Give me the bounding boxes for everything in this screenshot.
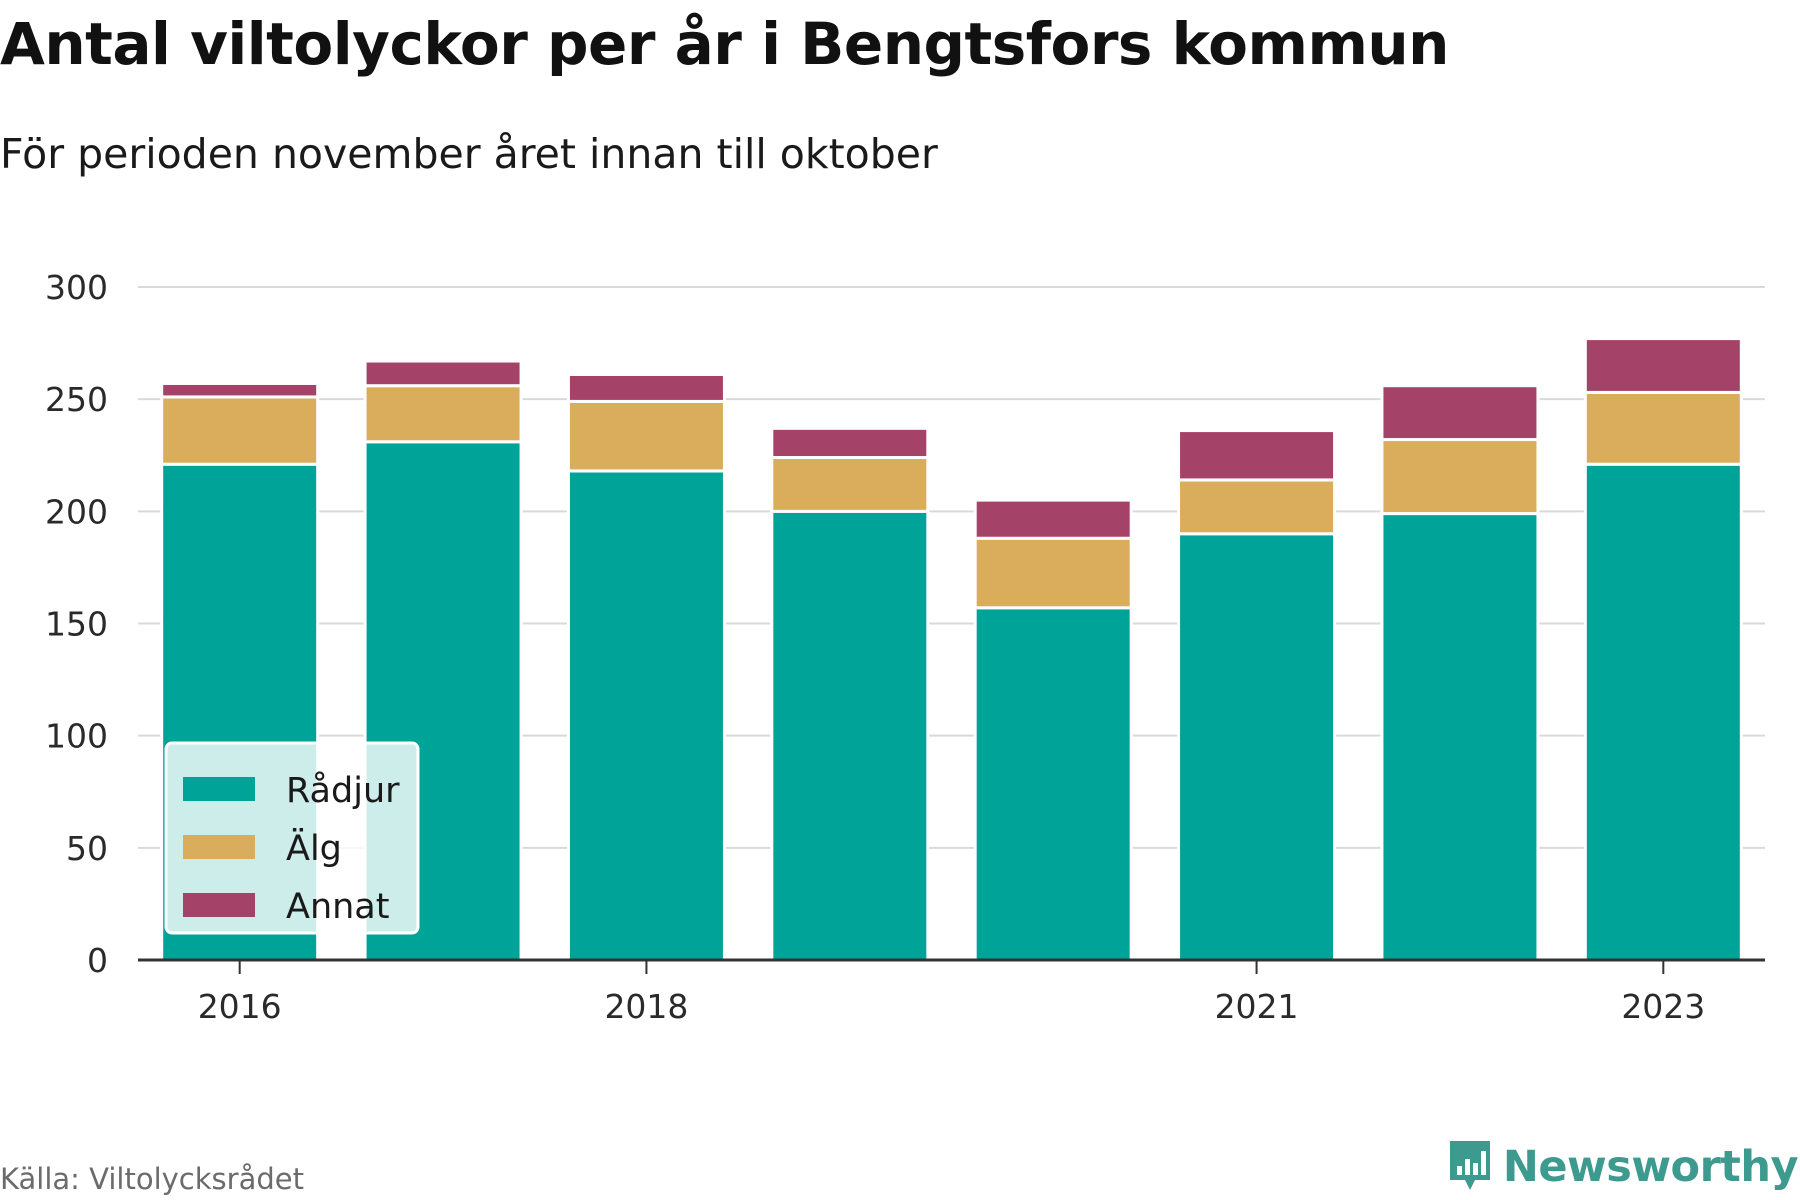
x-tick-label: 2018: [604, 987, 688, 1026]
bar-segment-annat: [1583, 337, 1743, 394]
y-tick-label: 50: [66, 829, 108, 868]
bar-segment-annat: [1177, 429, 1337, 482]
y-tick-label: 300: [45, 268, 108, 307]
bar-segment-älg: [1177, 478, 1337, 536]
legend-swatch-älg: [183, 835, 255, 859]
bar-segment-älg: [973, 536, 1133, 610]
bar-segment-älg: [566, 399, 726, 473]
y-tick-label: 100: [45, 717, 108, 756]
bar-segment-älg: [160, 395, 320, 466]
bar-segment-rådjur: [1380, 512, 1540, 962]
bar-segment-annat: [160, 381, 320, 399]
brand-name: Newsworthy: [1502, 1142, 1799, 1192]
bar-segment-annat: [973, 498, 1133, 540]
bar-segment-älg: [363, 384, 523, 444]
legend-swatch-annat: [183, 893, 255, 917]
legend-swatch-rådjur: [183, 777, 255, 801]
bar-segment-annat: [1380, 384, 1540, 442]
legend-label: Älg: [286, 827, 342, 869]
brand-logo: Newsworthy: [1447, 1138, 1799, 1196]
bar-segment-älg: [1380, 438, 1540, 516]
x-axis-ticks: 2016 2018 2021 2023: [198, 987, 1706, 1026]
x-tick-label: 2021: [1215, 987, 1299, 1026]
x-tick-label: 2016: [198, 987, 282, 1026]
bar-segment-älg: [1583, 390, 1743, 466]
bar-chart-icon: [1449, 1141, 1490, 1190]
bar-segment-annat: [770, 426, 930, 459]
x-tick-label: 2023: [1621, 987, 1705, 1026]
legend: Rådjur Älg Annat: [164, 741, 420, 935]
bar-segment-annat: [566, 372, 726, 403]
y-axis-ticks: 0 50 100 150 200 250 300: [45, 268, 108, 980]
bar-segment-rådjur: [566, 469, 726, 962]
bar-segment-rådjur: [973, 606, 1133, 962]
chart-title: Antal viltolyckor per år i Bengtsfors ko…: [0, 10, 1449, 78]
x-axis: [138, 958, 1765, 974]
bar-segment-rådjur: [770, 509, 930, 962]
legend-label: Annat: [286, 887, 389, 927]
y-tick-label: 0: [87, 941, 108, 980]
y-tick-label: 200: [45, 492, 108, 531]
source-note: Källa: Viltolycksrådet: [0, 1162, 304, 1196]
bar-segment-älg: [770, 455, 930, 513]
bar-segment-annat: [363, 359, 523, 388]
legend-label: Rådjur: [286, 770, 400, 811]
y-tick-label: 250: [45, 380, 108, 419]
bar-segment-rådjur: [1177, 532, 1337, 962]
chart-subtitle: För perioden november året innan till ok…: [0, 130, 938, 178]
bar-segment-rådjur: [1583, 462, 1743, 962]
y-tick-label: 150: [45, 605, 108, 644]
